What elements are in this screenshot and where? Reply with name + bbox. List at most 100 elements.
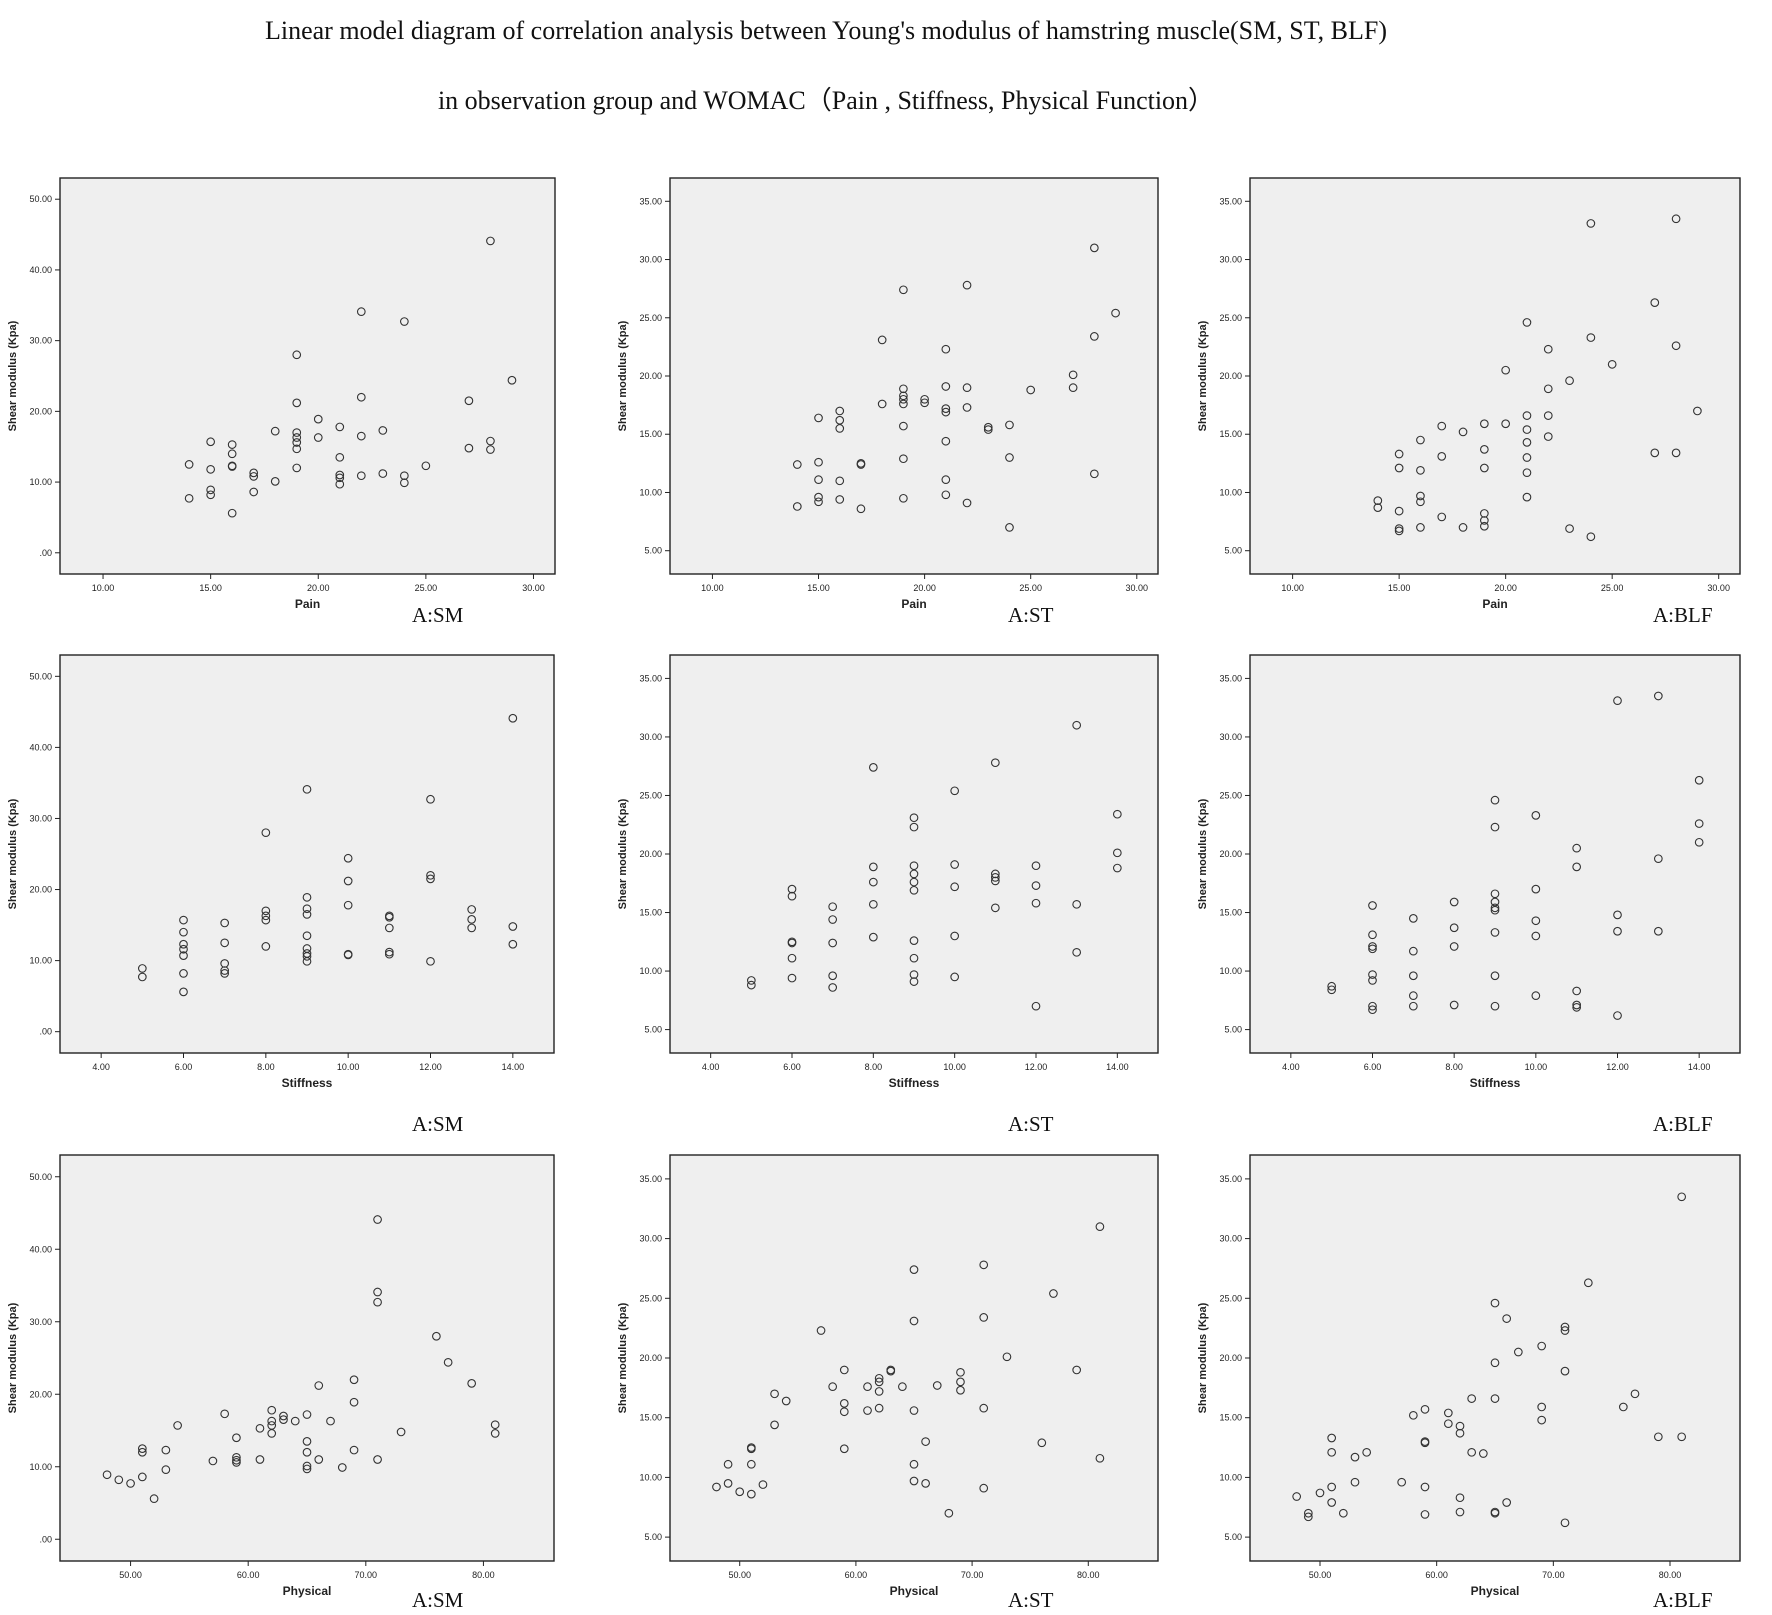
- data-point: [1338, 1508, 1348, 1518]
- data-point: [877, 335, 887, 345]
- panel-label: A:SM: [412, 603, 464, 627]
- y-tick-label: 20.00: [29, 1389, 52, 1399]
- data-point: [1095, 1222, 1105, 1231]
- data-point: [1443, 1419, 1453, 1429]
- y-axis-label: Shear modulus (Kpa): [7, 1302, 19, 1413]
- data-point: [1420, 1438, 1430, 1448]
- data-point: [1394, 463, 1404, 473]
- data-point: [1111, 308, 1120, 318]
- data-point: [899, 421, 908, 431]
- data-point: [1478, 1449, 1488, 1458]
- data-point: [1467, 1447, 1477, 1457]
- data-point: [874, 1377, 884, 1387]
- scatter-panel: .00 10.00 20.00 30.00 40.00 50.00 10.00 15.00 20…: [7, 177, 556, 611]
- data-point: [343, 950, 353, 960]
- data-point: [232, 1458, 241, 1467]
- data-point: [464, 443, 474, 453]
- data-point: [335, 479, 345, 489]
- data-point: [909, 869, 919, 879]
- y-tick-label: .00: [39, 548, 52, 558]
- data-point: [1005, 523, 1014, 532]
- data-point: [1031, 898, 1041, 908]
- y-tick-label: 5.00: [644, 1532, 662, 1542]
- data-point: [137, 964, 147, 973]
- data-point: [787, 891, 797, 901]
- data-point: [1653, 854, 1663, 864]
- data-point: [232, 1433, 241, 1443]
- y-tick-label: 15.00: [1219, 429, 1242, 439]
- data-point: [1072, 947, 1082, 957]
- x-tick-label: 12.00: [1606, 1062, 1629, 1072]
- plot-area: [59, 177, 556, 575]
- x-tick-label: 50.00: [728, 1570, 751, 1580]
- data-point: [1490, 928, 1500, 937]
- data-point: [828, 915, 838, 924]
- data-point: [261, 906, 271, 916]
- data-point: [950, 931, 960, 941]
- data-point: [1437, 421, 1447, 431]
- x-axis-label: Physical: [890, 1584, 939, 1598]
- y-tick-label: 20.00: [29, 406, 52, 416]
- plot-area: [59, 1154, 555, 1562]
- data-point: [279, 1415, 288, 1424]
- data-point: [899, 399, 908, 409]
- data-point: [990, 876, 1000, 886]
- data-point: [835, 495, 845, 504]
- data-point: [921, 1479, 930, 1488]
- data-point: [835, 476, 845, 486]
- data-point: [898, 1382, 907, 1392]
- data-point: [1586, 219, 1596, 228]
- data-point: [373, 1287, 382, 1297]
- data-point: [1089, 469, 1099, 479]
- data-point: [508, 713, 518, 723]
- data-point: [1112, 863, 1122, 873]
- data-point: [1416, 497, 1425, 507]
- data-point: [1522, 453, 1532, 462]
- data-point: [1458, 427, 1468, 437]
- data-point: [909, 877, 919, 887]
- data-point: [255, 1455, 265, 1464]
- data-point: [1671, 214, 1681, 224]
- plot-area: [59, 654, 555, 1054]
- data-point: [1408, 991, 1418, 1000]
- y-axis-label: Shear modulus (Kpa): [7, 798, 19, 909]
- data-point: [1416, 465, 1425, 475]
- data-point: [1479, 463, 1489, 473]
- y-tick-label: 30.00: [29, 1317, 52, 1327]
- x-tick-label: 15.00: [199, 583, 222, 593]
- data-point: [1543, 411, 1553, 420]
- y-tick-label: 5.00: [1224, 1532, 1242, 1542]
- data-point: [1613, 926, 1622, 936]
- data-point: [508, 939, 518, 949]
- data-point: [302, 956, 312, 966]
- x-tick-label: 70.00: [355, 1570, 378, 1580]
- data-point: [314, 1381, 324, 1390]
- x-tick-label: 14.00: [1106, 1062, 1129, 1072]
- data-point: [249, 487, 259, 497]
- data-point: [208, 1456, 218, 1466]
- data-point: [944, 1508, 954, 1518]
- data-point: [1327, 1433, 1337, 1443]
- data-point: [909, 936, 919, 945]
- data-point: [1479, 521, 1489, 531]
- data-point: [249, 468, 259, 478]
- y-tick-label: 15.00: [1219, 908, 1242, 918]
- data-point: [179, 951, 188, 960]
- data-point: [835, 406, 845, 416]
- data-point: [1350, 1477, 1360, 1487]
- data-point: [1112, 848, 1122, 858]
- data-point: [486, 436, 495, 446]
- data-point: [920, 394, 929, 404]
- data-point: [1560, 1366, 1570, 1376]
- data-point: [1490, 1394, 1500, 1403]
- data-point: [1490, 1358, 1500, 1368]
- x-axis-label: Physical: [283, 1584, 332, 1598]
- data-point: [1416, 435, 1425, 445]
- y-tick-label: 35.00: [1219, 673, 1242, 683]
- data-point: [399, 478, 409, 488]
- x-axis-label: Pain: [901, 597, 926, 611]
- data-point: [137, 972, 147, 982]
- scatter-panel: 5.00 10.00 15.00 20.00 25.00 30.00 35.00 50.00 6…: [617, 1154, 1159, 1598]
- data-point: [1449, 897, 1459, 907]
- data-point: [1031, 861, 1041, 871]
